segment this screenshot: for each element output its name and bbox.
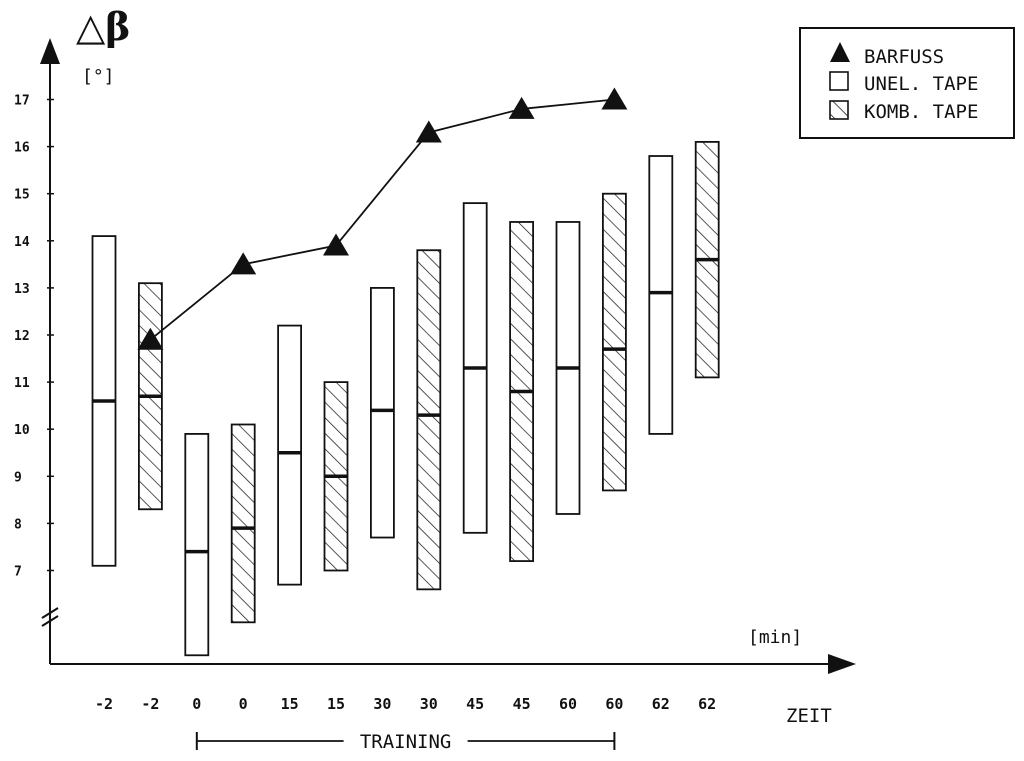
x-axis-arrow-icon bbox=[828, 654, 856, 674]
y-tick-label: 12 bbox=[14, 329, 30, 344]
y-ticks: 7 8 9 10 11 12 13 14 15 16 17 bbox=[14, 94, 54, 580]
barfuss-point bbox=[601, 87, 628, 110]
unel-tape-bar bbox=[648, 155, 674, 435]
x-tick-label: 62 bbox=[698, 695, 716, 713]
training-annotation: TRAINING bbox=[195, 731, 616, 753]
barfuss-point bbox=[508, 96, 535, 119]
x-tick-label: 62 bbox=[652, 695, 670, 713]
legend-label-unel-tape: UNEL. TAPE bbox=[864, 73, 978, 95]
y-tick-label: 7 bbox=[14, 565, 22, 580]
y-tick-label: 11 bbox=[14, 376, 30, 391]
y-tick-label: 9 bbox=[14, 470, 22, 485]
y-tick-label: 8 bbox=[14, 517, 22, 532]
x-tick-label: -2 bbox=[141, 695, 159, 713]
legend-label-komb-tape: KOMB. TAPE bbox=[864, 101, 978, 123]
unel-tape-bar bbox=[184, 433, 210, 657]
unel-tape-bar bbox=[277, 324, 303, 586]
x-axis-unit: [min] bbox=[748, 627, 802, 648]
x-axis-label: ZEIT bbox=[786, 705, 832, 727]
y-axis-unit: [°] bbox=[82, 66, 115, 87]
x-tick-label: 30 bbox=[420, 695, 438, 713]
x-ticks: -2 -2 0 0 15 15 30 30 45 45 60 60 62 62 bbox=[95, 695, 716, 713]
legend-triangle-icon bbox=[830, 42, 850, 62]
x-tick-label: 45 bbox=[513, 695, 531, 713]
komb-tape-bar bbox=[602, 192, 627, 492]
komb-tape-bar bbox=[416, 249, 442, 591]
range-bars bbox=[91, 140, 720, 657]
x-tick-label: 60 bbox=[605, 695, 623, 713]
x-tick-label: 30 bbox=[373, 695, 391, 713]
y-tick-label: 17 bbox=[14, 94, 30, 109]
training-label: TRAINING bbox=[360, 731, 452, 753]
legend-label-barfuss: BARFUSS bbox=[864, 46, 944, 68]
barfuss-series bbox=[137, 87, 628, 350]
unel-tape-bar bbox=[369, 286, 395, 539]
x-tick-label: 0 bbox=[192, 695, 201, 713]
x-tick-label: 45 bbox=[466, 695, 484, 713]
y-tick-label: 16 bbox=[14, 141, 30, 156]
y-tick-label: 15 bbox=[14, 188, 30, 203]
x-tick-label: 15 bbox=[327, 695, 345, 713]
y-axis-arrow-icon bbox=[40, 38, 60, 64]
y-tick-label: 10 bbox=[14, 423, 30, 438]
x-tick-label: 15 bbox=[281, 695, 299, 713]
x-tick-label: 0 bbox=[239, 695, 248, 713]
legend-hatched-box-icon bbox=[829, 100, 849, 120]
chart-title: △β bbox=[76, 4, 130, 49]
y-tick-label: 14 bbox=[14, 235, 30, 250]
y-axis-break-icon bbox=[41, 607, 59, 627]
legend-open-box-icon bbox=[829, 71, 849, 91]
barfuss-point bbox=[137, 327, 164, 350]
barfuss-point bbox=[230, 252, 257, 275]
barfuss-point bbox=[323, 233, 349, 256]
barfuss-point bbox=[415, 120, 442, 143]
legend: BARFUSS UNEL. TAPE KOMB. TAPE bbox=[799, 27, 1015, 139]
x-tick-label: -2 bbox=[95, 695, 113, 713]
y-tick-label: 13 bbox=[14, 282, 30, 297]
komb-tape-bar bbox=[230, 423, 256, 624]
x-tick-label: 60 bbox=[559, 695, 577, 713]
